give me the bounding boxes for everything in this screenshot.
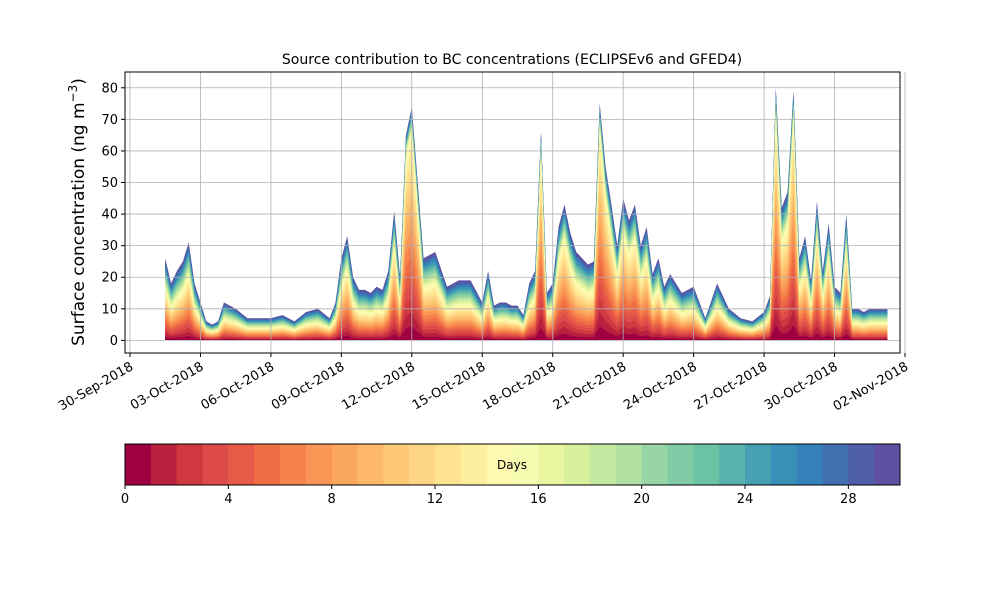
- colorbar-cell: [822, 444, 849, 485]
- colorbar-cell: [512, 444, 539, 485]
- y-tick-label: 0: [110, 334, 118, 349]
- colorbar-cell: [615, 444, 643, 485]
- colorbar-cell: [254, 444, 281, 485]
- colorbar-tick-label: 24: [737, 492, 754, 507]
- chart-title: Source contribution to BC concentrations…: [282, 52, 742, 68]
- colorbar-cells: [125, 444, 901, 485]
- colorbar-cell: [693, 444, 720, 485]
- colorbar-cell: [719, 444, 746, 485]
- plot-area: [124, 71, 906, 354]
- y-tick-label: 40: [101, 208, 118, 223]
- colorbar-cell: [667, 444, 694, 485]
- area-layer-day-1: [165, 310, 888, 341]
- y-axis-label-main: Surface concentration (ng m: [69, 102, 89, 345]
- x-tick-label: 21-Oct-2018: [551, 359, 629, 413]
- x-tick-label: 18-Oct-2018: [480, 359, 558, 413]
- colorbar-cell: [564, 444, 591, 485]
- area-layer-day-0: [165, 325, 888, 341]
- colorbar-tick-label: 8: [328, 492, 336, 507]
- x-tick-label: 24-Oct-2018: [621, 359, 699, 413]
- y-tick-label: 50: [101, 176, 118, 191]
- colorbar-cell: [150, 444, 178, 485]
- x-tick-label: 02-Nov-2018: [831, 359, 911, 414]
- y-axis-label-close: ): [69, 78, 89, 85]
- colorbar: Days 0 4 8 12 16 20 24 28: [121, 443, 901, 507]
- colorbar-cell: [460, 444, 488, 485]
- y-axis-ticks: 0 10 20 30 40 50 60 70 80: [101, 81, 125, 349]
- colorbar-tick-label: 28: [840, 492, 857, 507]
- colorbar-tick-label: 4: [224, 492, 232, 507]
- colorbar-cell: [770, 444, 798, 485]
- area-layer-day-5: [165, 249, 888, 341]
- colorbar-cell: [796, 444, 823, 485]
- grid-lines: [125, 72, 906, 353]
- y-tick-label: 20: [101, 271, 118, 286]
- colorbar-cell: [409, 444, 436, 485]
- colorbar-tick-label: 16: [530, 492, 547, 507]
- x-tick-label: 09-Oct-2018: [269, 359, 347, 413]
- x-tick-label: 27-Oct-2018: [692, 359, 770, 413]
- colorbar-cell: [125, 444, 152, 485]
- colorbar-cell: [202, 444, 229, 485]
- colorbar-cell: [641, 444, 668, 485]
- colorbar-cell: [486, 444, 513, 485]
- y-tick-label: 30: [101, 239, 118, 254]
- colorbar-cell: [305, 444, 333, 485]
- y-tick-label: 70: [101, 113, 118, 128]
- colorbar-cell: [280, 444, 307, 485]
- y-axis-label-superscript: −3: [66, 85, 80, 103]
- x-axis-ticks: 30-Sep-201803-Oct-201806-Oct-201809-Oct-…: [56, 353, 911, 414]
- colorbar-cell: [745, 444, 772, 485]
- stacked-area-layers: [165, 87, 888, 341]
- colorbar-ticks: 0 4 8 12 16 20 24 28: [121, 485, 857, 507]
- area-layer-day-6: [165, 234, 888, 341]
- x-tick-label: 30-Oct-2018: [762, 359, 840, 413]
- y-tick-label: 80: [101, 81, 118, 96]
- colorbar-cell: [538, 444, 565, 485]
- plot-frame: [124, 71, 901, 354]
- colorbar-cell: [435, 444, 462, 485]
- colorbar-tick-label: 0: [121, 492, 129, 507]
- colorbar-cell: [228, 444, 255, 485]
- colorbar-cell: [357, 444, 384, 485]
- colorbar-cell: [590, 444, 617, 485]
- x-tick-label: 12-Oct-2018: [339, 359, 417, 413]
- area-layer-day-3: [165, 279, 888, 341]
- colorbar-cell: [848, 444, 875, 485]
- colorbar-cell: [176, 444, 203, 485]
- y-tick-label: 10: [101, 302, 118, 317]
- colorbar-cell: [383, 444, 410, 485]
- x-tick-label: 03-Oct-2018: [128, 359, 206, 413]
- x-tick-label: 06-Oct-2018: [199, 359, 277, 413]
- area-layer-day-2: [165, 294, 888, 341]
- colorbar-tick-label: 20: [633, 492, 650, 507]
- area-layer-day-4: [165, 264, 888, 341]
- y-tick-label: 60: [101, 144, 118, 159]
- x-tick-label: 15-Oct-2018: [410, 359, 488, 413]
- colorbar-cell: [331, 444, 358, 485]
- colorbar-label: Days: [497, 458, 527, 472]
- colorbar-cell: [874, 444, 901, 485]
- y-axis-label: Surface concentration (ng m−3): [66, 78, 89, 346]
- colorbar-tick-label: 12: [427, 492, 444, 507]
- x-tick-label: 30-Sep-2018: [56, 359, 136, 414]
- colorbar-frame: [124, 443, 901, 486]
